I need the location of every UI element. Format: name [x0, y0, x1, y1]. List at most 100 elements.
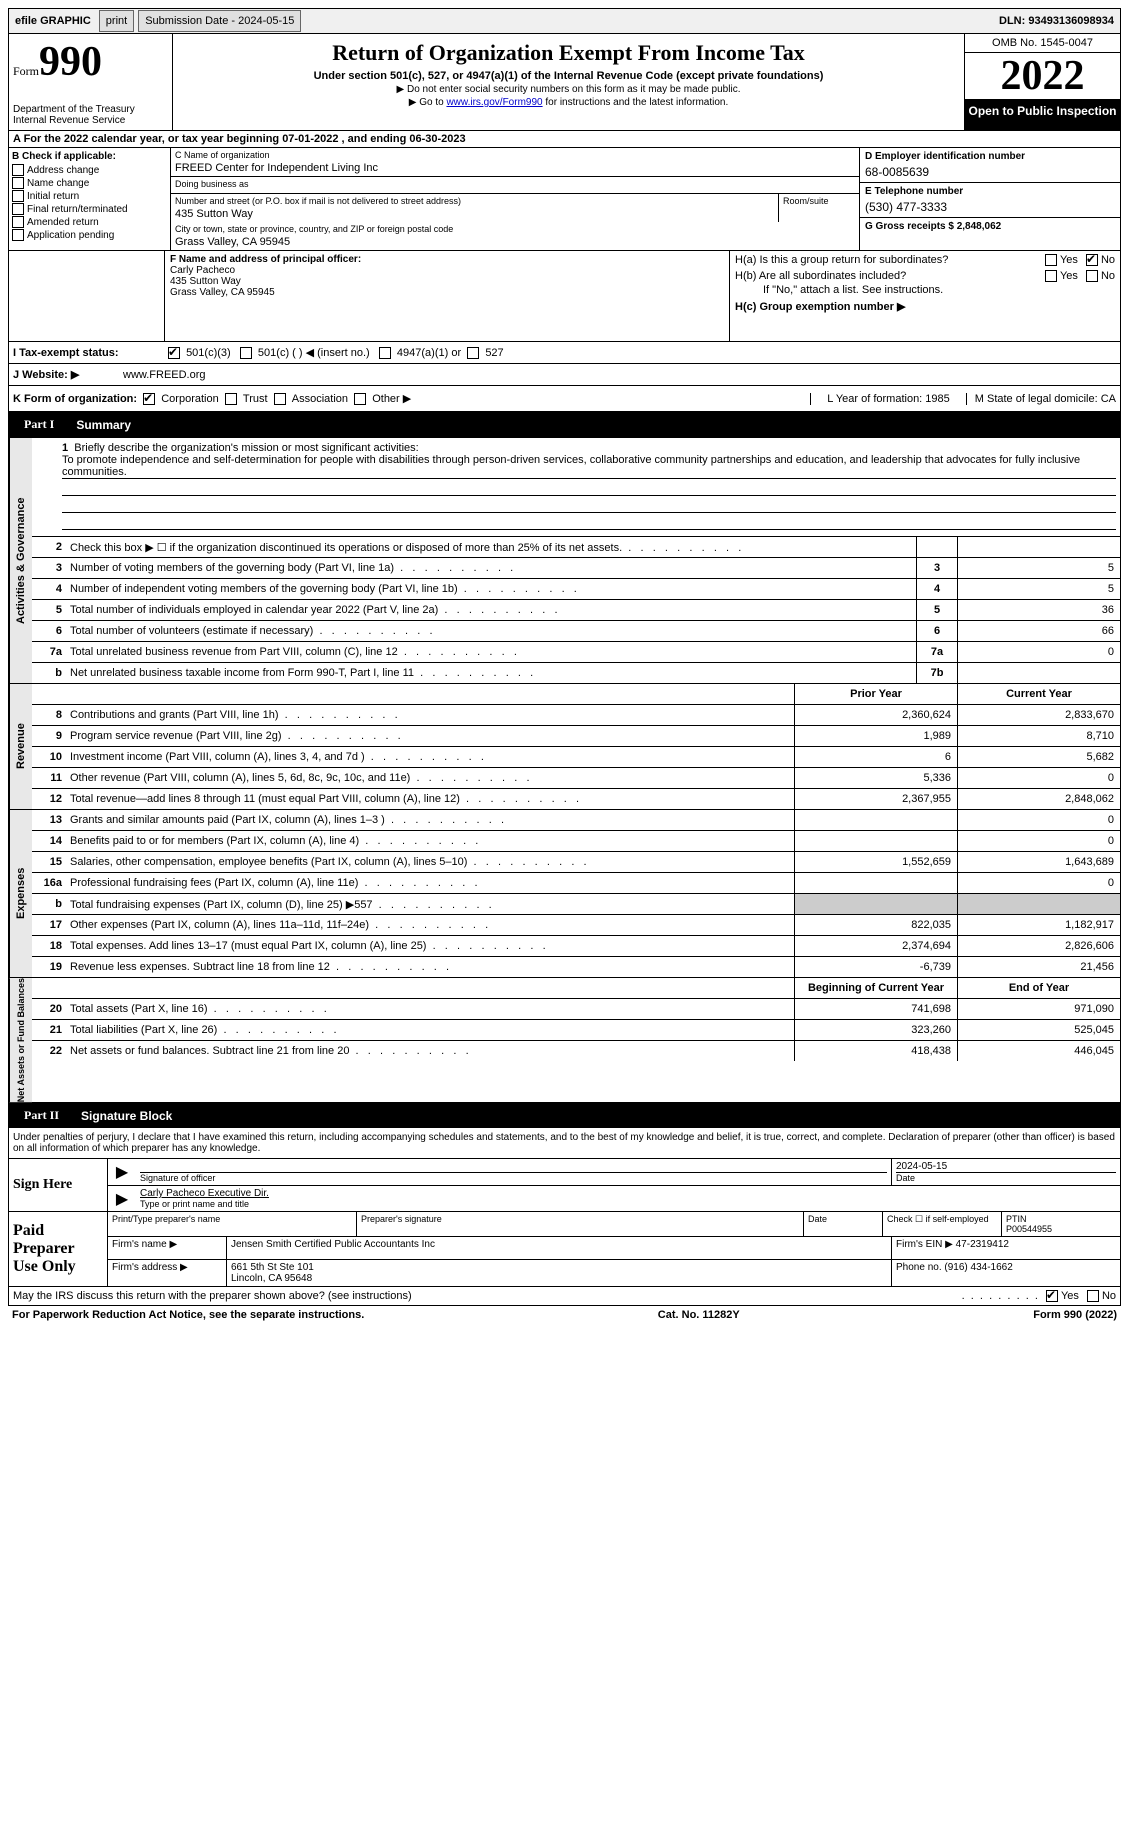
checkbox-icon	[12, 177, 24, 189]
cb-name-change[interactable]: Name change	[12, 177, 167, 189]
cb-application-pending[interactable]: Application pending	[12, 229, 167, 241]
current-year-value: 2,826,606	[957, 936, 1120, 956]
summary-line: bNet unrelated business taxable income f…	[32, 663, 1120, 683]
irs-link[interactable]: www.irs.gov/Form990	[446, 97, 542, 108]
checkbox-icon	[12, 203, 24, 215]
line-desc: Number of independent voting members of …	[66, 581, 916, 597]
checkbox-icon[interactable]	[1086, 254, 1098, 266]
row-j-website: J Website: ▶ www.FREED.org	[8, 364, 1121, 386]
part-2-title: Signature Block	[81, 1109, 172, 1123]
checkbox-icon[interactable]	[143, 393, 155, 405]
checkbox-icon[interactable]	[1086, 270, 1098, 282]
ha-label: H(a) Is this a group return for subordin…	[735, 254, 1037, 266]
line-desc: Total unrelated business revenue from Pa…	[66, 644, 916, 660]
cb-amended-return[interactable]: Amended return	[12, 216, 167, 228]
cb-final-return[interactable]: Final return/terminated	[12, 203, 167, 215]
i-opt2: 501(c) ( ) ◀ (insert no.)	[258, 346, 370, 359]
line-desc: Total number of volunteers (estimate if …	[66, 623, 916, 639]
header-right: OMB No. 1545-0047 2022 Open to Public In…	[964, 34, 1120, 130]
k-other: Other ▶	[372, 392, 411, 405]
current-year-value: 0	[957, 768, 1120, 788]
checkbox-icon[interactable]	[1087, 1290, 1099, 1302]
officer-addr2: Grass Valley, CA 95945	[170, 287, 724, 298]
summary-line: 14Benefits paid to or for members (Part …	[32, 831, 1120, 852]
cb-address-change[interactable]: Address change	[12, 164, 167, 176]
line-num: 16a	[32, 875, 66, 891]
sign-here-block: Sign Here ▶ Signature of officer 2024-05…	[8, 1159, 1121, 1212]
line-num: 7a	[32, 644, 66, 660]
header-mid: Return of Organization Exempt From Incom…	[173, 34, 964, 130]
hc-label: H(c) Group exemption number ▶	[735, 300, 1115, 313]
print-button[interactable]: print	[99, 10, 134, 32]
prior-year-value	[794, 873, 957, 893]
form-title: Return of Organization Exempt From Incom…	[179, 40, 958, 66]
line-num: 19	[32, 959, 66, 975]
prior-year-value: 1,989	[794, 726, 957, 746]
line-desc: Salaries, other compensation, employee b…	[66, 854, 794, 870]
block-net-assets: Net Assets or Fund Balances Beginning of…	[8, 978, 1121, 1103]
line-num: 14	[32, 833, 66, 849]
checkbox-icon	[12, 190, 24, 202]
checkbox-icon[interactable]	[467, 347, 479, 359]
line-desc: Professional fundraising fees (Part IX, …	[66, 875, 794, 891]
form-note-1: ▶ Do not enter social security numbers o…	[179, 84, 958, 95]
org-name-label: C Name of organization	[175, 150, 855, 160]
current-year-value: 5,682	[957, 747, 1120, 767]
current-year-value: 971,090	[957, 999, 1120, 1019]
block-revenue: Revenue Prior Year Current Year 8Contrib…	[8, 684, 1121, 810]
checkbox-icon[interactable]	[168, 347, 180, 359]
officer-label: F Name and address of principal officer:	[170, 254, 724, 265]
dept-label: Department of the Treasury Internal Reve…	[13, 104, 168, 126]
line-num: 2	[32, 539, 66, 555]
col-b-header: B Check if applicable:	[12, 151, 167, 162]
line-desc: Total number of individuals employed in …	[66, 602, 916, 618]
line-desc: Program service revenue (Part VIII, line…	[66, 728, 794, 744]
checkbox-icon[interactable]	[354, 393, 366, 405]
line-boxnum: 3	[916, 558, 957, 578]
checkbox-icon[interactable]	[240, 347, 252, 359]
summary-line: 15Salaries, other compensation, employee…	[32, 852, 1120, 873]
summary-line: 7aTotal unrelated business revenue from …	[32, 642, 1120, 663]
ptin-value: P00544955	[1006, 1224, 1116, 1234]
vtab-net-assets: Net Assets or Fund Balances	[9, 978, 32, 1102]
summary-line: 21Total liabilities (Part X, line 26) 32…	[32, 1020, 1120, 1041]
firm-name-label: Firm's name ▶	[108, 1237, 227, 1259]
line-num: 15	[32, 854, 66, 870]
part-1-label: Part I	[14, 415, 64, 434]
mission-box: 1 Briefly describe the organization's mi…	[32, 438, 1120, 537]
efile-label: efile GRAPHIC	[9, 15, 97, 27]
checkbox-icon[interactable]	[274, 393, 286, 405]
checkbox-icon[interactable]	[225, 393, 237, 405]
checkbox-icon[interactable]	[1045, 254, 1057, 266]
line-desc: Number of voting members of the governin…	[66, 560, 916, 576]
officer-addr1: 435 Sutton Way	[170, 276, 724, 287]
summary-line: 18Total expenses. Add lines 13–17 (must …	[32, 936, 1120, 957]
row-i-tax-exempt: I Tax-exempt status: 501(c)(3) 501(c) ( …	[8, 342, 1121, 364]
checkbox-icon[interactable]	[379, 347, 391, 359]
paid-preparer-block: Paid Preparer Use Only Print/Type prepar…	[8, 1212, 1121, 1287]
block-expenses: Expenses 13Grants and similar amounts pa…	[8, 810, 1121, 978]
form-word: Form	[13, 64, 39, 78]
hb-label: H(b) Are all subordinates included?	[735, 270, 1037, 282]
hb-note: If "No," attach a list. See instructions…	[735, 284, 1115, 296]
part-2-header: Part II Signature Block	[8, 1103, 1121, 1128]
checkbox-icon[interactable]	[1045, 270, 1057, 282]
line-desc: Net unrelated business taxable income fr…	[66, 665, 916, 681]
yes-label: Yes	[1060, 254, 1078, 266]
line-num: 5	[32, 602, 66, 618]
prior-year-value: 2,374,694	[794, 936, 957, 956]
vtab-expenses: Expenses	[9, 810, 32, 977]
checkbox-icon[interactable]	[1046, 1290, 1058, 1302]
cb-initial-return[interactable]: Initial return	[12, 190, 167, 202]
summary-line: 22Net assets or fund balances. Subtract …	[32, 1041, 1120, 1061]
cat-number: Cat. No. 11282Y	[658, 1309, 740, 1321]
firm-addr-label: Firm's address ▶	[108, 1260, 227, 1286]
form-note-2: ▶ Go to www.irs.gov/Form990 for instruct…	[179, 97, 958, 108]
summary-line: 16aProfessional fundraising fees (Part I…	[32, 873, 1120, 894]
line-value: 5	[957, 558, 1120, 578]
mission-text: To promote independence and self-determi…	[62, 454, 1116, 479]
summary-line: 17Other expenses (Part IX, column (A), l…	[32, 915, 1120, 936]
summary-line: 10Investment income (Part VIII, column (…	[32, 747, 1120, 768]
line-num: 10	[32, 749, 66, 765]
summary-line: 20Total assets (Part X, line 16) 741,698…	[32, 999, 1120, 1020]
